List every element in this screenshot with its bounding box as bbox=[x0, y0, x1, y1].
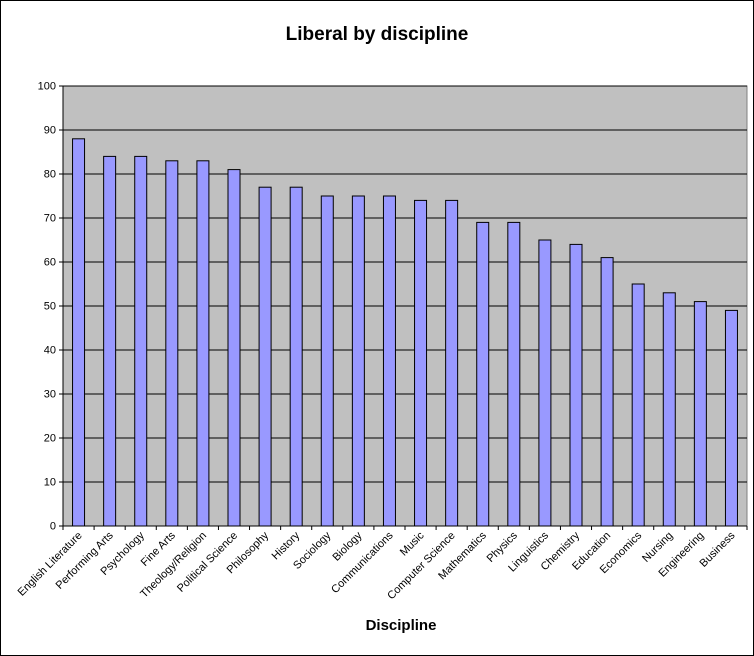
bar bbox=[693, 301, 707, 527]
y-tick-label: 100 bbox=[38, 81, 56, 93]
x-tick-label: Music bbox=[398, 529, 427, 558]
chart-title: Liberal by discipline bbox=[285, 24, 469, 45]
y-tick-label: 60 bbox=[44, 257, 56, 269]
y-tick-label: 80 bbox=[44, 169, 56, 181]
y-tick-label: 40 bbox=[44, 345, 56, 357]
y-tick-label: 20 bbox=[44, 433, 56, 445]
x-axis-title: Discipline bbox=[365, 617, 437, 634]
bar bbox=[72, 138, 86, 527]
bar bbox=[600, 257, 614, 527]
bar bbox=[569, 243, 583, 527]
y-tick-label: 10 bbox=[44, 477, 56, 489]
bar bbox=[134, 155, 148, 527]
bar bbox=[289, 186, 303, 527]
bar bbox=[476, 221, 490, 527]
bar bbox=[165, 160, 179, 527]
bar bbox=[538, 239, 552, 527]
bar bbox=[227, 169, 241, 527]
bar bbox=[382, 195, 396, 527]
bar bbox=[724, 309, 738, 527]
y-tick-label: 90 bbox=[44, 125, 56, 137]
y-tick-label: 0 bbox=[50, 521, 56, 533]
y-tick-label: 50 bbox=[44, 301, 56, 313]
bar bbox=[351, 195, 365, 527]
bar bbox=[507, 221, 521, 527]
y-axis-ticks: 0 10 20 30 40 50 60 70 80 90 100 bbox=[38, 81, 63, 533]
bar bbox=[320, 195, 334, 527]
bar bbox=[445, 199, 459, 527]
bar bbox=[196, 160, 210, 527]
bar bbox=[662, 292, 676, 527]
bar bbox=[414, 199, 428, 527]
bar bbox=[103, 155, 117, 527]
y-tick-label: 30 bbox=[44, 389, 56, 401]
bar bbox=[258, 186, 272, 527]
bars bbox=[72, 138, 738, 527]
y-tick-label: 70 bbox=[44, 213, 56, 225]
bar bbox=[631, 283, 645, 527]
